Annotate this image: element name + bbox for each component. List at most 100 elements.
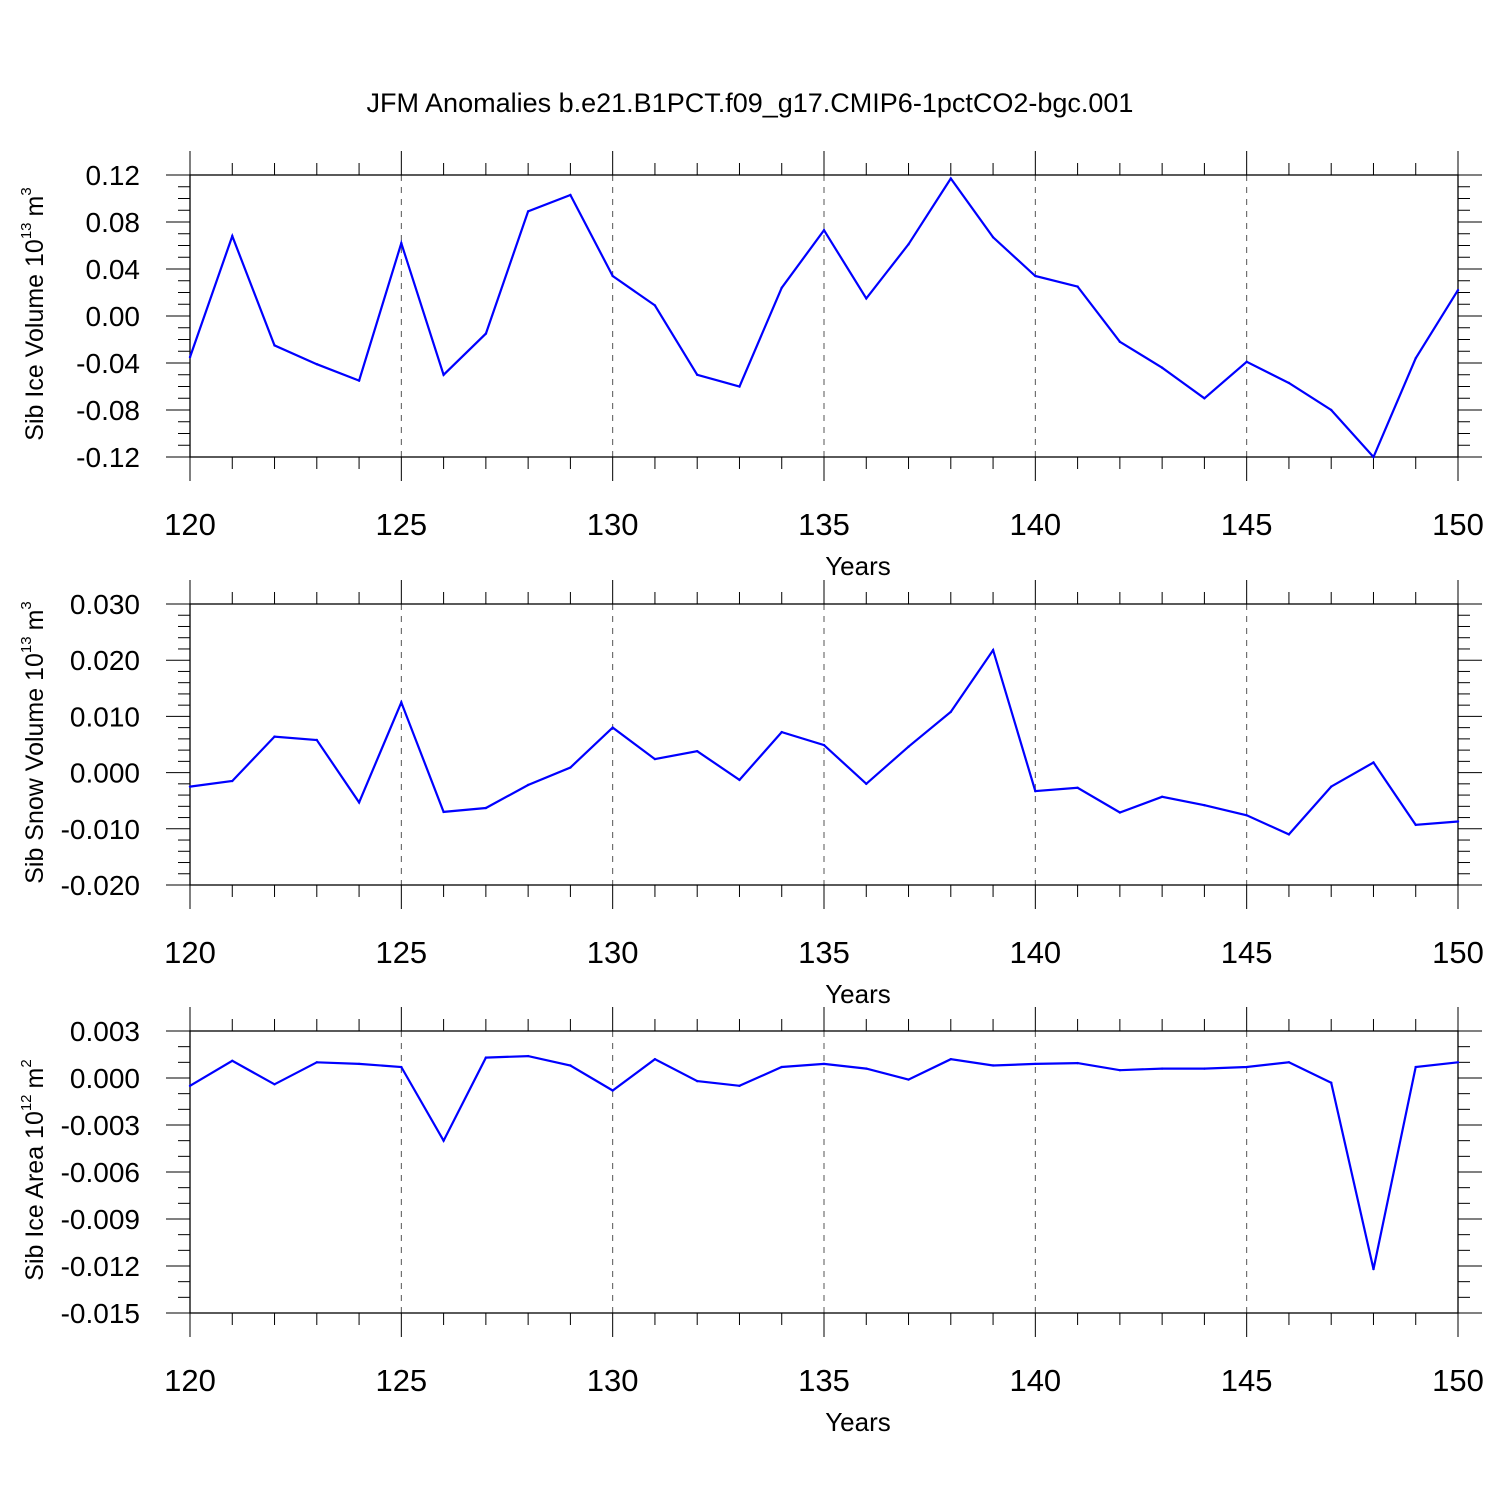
data-point <box>1372 455 1375 459</box>
y-tick-label: -0.012 <box>61 1251 140 1282</box>
y-tick-label: 0.010 <box>70 701 140 732</box>
x-tick-label: 135 <box>798 507 850 542</box>
data-point <box>780 1065 783 1069</box>
data-point <box>1330 408 1333 412</box>
x-tick-label: 145 <box>1221 935 1273 970</box>
data-point <box>1118 1068 1122 1072</box>
data-point <box>188 785 192 788</box>
x-tick-label: 145 <box>1221 507 1273 542</box>
data-point <box>865 782 868 786</box>
x-tick-label: 140 <box>1009 1363 1061 1398</box>
panel-1: -0.12 -0.08 -0.04 0.00 0.04 0.08 0.12 120 125 130… <box>18 151 1484 581</box>
y-tick-label: -0.12 <box>76 442 140 473</box>
data-point <box>907 745 910 748</box>
data-point <box>315 1061 318 1064</box>
x-tick-label: 130 <box>587 935 639 970</box>
data-point <box>1330 1081 1333 1084</box>
data-point <box>1034 1062 1037 1066</box>
data-point <box>231 234 234 238</box>
data-point <box>188 1084 192 1088</box>
y-tick-label: 0.000 <box>70 758 140 789</box>
data-point <box>949 177 952 180</box>
y-tick-label: 0.12 <box>86 160 141 191</box>
data-point <box>1245 814 1248 817</box>
data-point <box>569 193 572 197</box>
y-tick-label: -0.009 <box>61 1204 140 1235</box>
x-tick-label: 140 <box>1009 507 1061 542</box>
x-tick-label: 145 <box>1221 1363 1273 1398</box>
x-tick-label: 130 <box>587 507 639 542</box>
data-point <box>991 1064 995 1067</box>
data-point <box>273 735 276 738</box>
y-axis-label-exponent: 12 <box>18 1094 35 1111</box>
data-point <box>1034 789 1037 793</box>
y-tick-label: -0.04 <box>76 348 140 379</box>
data-point <box>865 1067 868 1070</box>
data-point <box>822 229 826 232</box>
data-point <box>991 236 995 239</box>
y-axis-label-unit-exponent: 2 <box>18 1059 35 1067</box>
data-point <box>738 385 741 388</box>
x-tick-label: 125 <box>375 507 427 542</box>
data-point <box>484 806 488 810</box>
data-point <box>1203 1067 1206 1070</box>
data-point <box>188 355 192 359</box>
y-axis-label-exponent: 13 <box>18 222 35 239</box>
data-point <box>357 801 361 804</box>
data-point <box>738 778 741 782</box>
data-point <box>696 1079 699 1083</box>
data-point <box>526 783 530 787</box>
data-point <box>1160 795 1164 798</box>
data-point <box>442 810 445 814</box>
data-point <box>569 1064 572 1067</box>
x-tick-label: 150 <box>1432 507 1484 542</box>
data-point <box>273 1083 276 1086</box>
panel-2: -0.020 -0.010 0.000 0.010 0.020 0.030 120 125 13… <box>18 580 1484 1009</box>
data-point <box>484 1056 488 1059</box>
data-point <box>484 332 488 335</box>
y-tick-label: -0.006 <box>61 1157 140 1188</box>
data-point <box>611 726 614 729</box>
data-point <box>1203 803 1206 807</box>
data-point <box>400 701 403 704</box>
x-tick-label: 150 <box>1432 935 1484 970</box>
y-tick-label: -0.010 <box>61 814 140 845</box>
plot-frame <box>189 174 1459 458</box>
data-point <box>1287 1061 1291 1064</box>
data-point <box>1287 381 1291 385</box>
y-tick-label: 0.00 <box>86 301 141 332</box>
data-point <box>400 1065 403 1069</box>
x-axis-label: Years <box>825 551 891 581</box>
y-axis-label: Sib Ice Volume 1013m3 <box>18 187 49 440</box>
data-point <box>1076 285 1079 288</box>
data-point <box>1076 786 1079 789</box>
y-tick-label: 0.020 <box>70 645 140 676</box>
data-point <box>231 779 234 783</box>
data-point <box>1414 823 1417 827</box>
data-point <box>1414 357 1417 360</box>
x-tick-label: 120 <box>164 1363 216 1398</box>
data-point <box>738 1084 741 1088</box>
data-point <box>1076 1061 1079 1065</box>
data-point <box>907 243 910 246</box>
y-tick-label: 0.000 <box>70 1063 140 1094</box>
data-point <box>696 750 699 753</box>
data-point <box>991 648 995 652</box>
x-tick-label: 120 <box>164 935 216 970</box>
figure-title: JFM Anomalies b.e21.B1PCT.f09_g17.CMIP6-… <box>367 88 1134 118</box>
data-point <box>1245 1065 1248 1069</box>
x-tick-label: 120 <box>164 507 216 542</box>
data-point <box>611 1089 614 1092</box>
data-point <box>1160 1067 1164 1070</box>
data-point <box>315 738 318 742</box>
y-axis-label-exponent: 13 <box>18 636 35 653</box>
data-point <box>1330 785 1333 788</box>
data-point <box>1245 360 1248 364</box>
x-tick-label: 130 <box>587 1363 639 1398</box>
data-point <box>1456 820 1460 823</box>
y-axis-label: Sib Ice Area 1012m2 <box>18 1059 49 1280</box>
data-point <box>822 1062 826 1066</box>
data-point <box>1456 288 1460 292</box>
